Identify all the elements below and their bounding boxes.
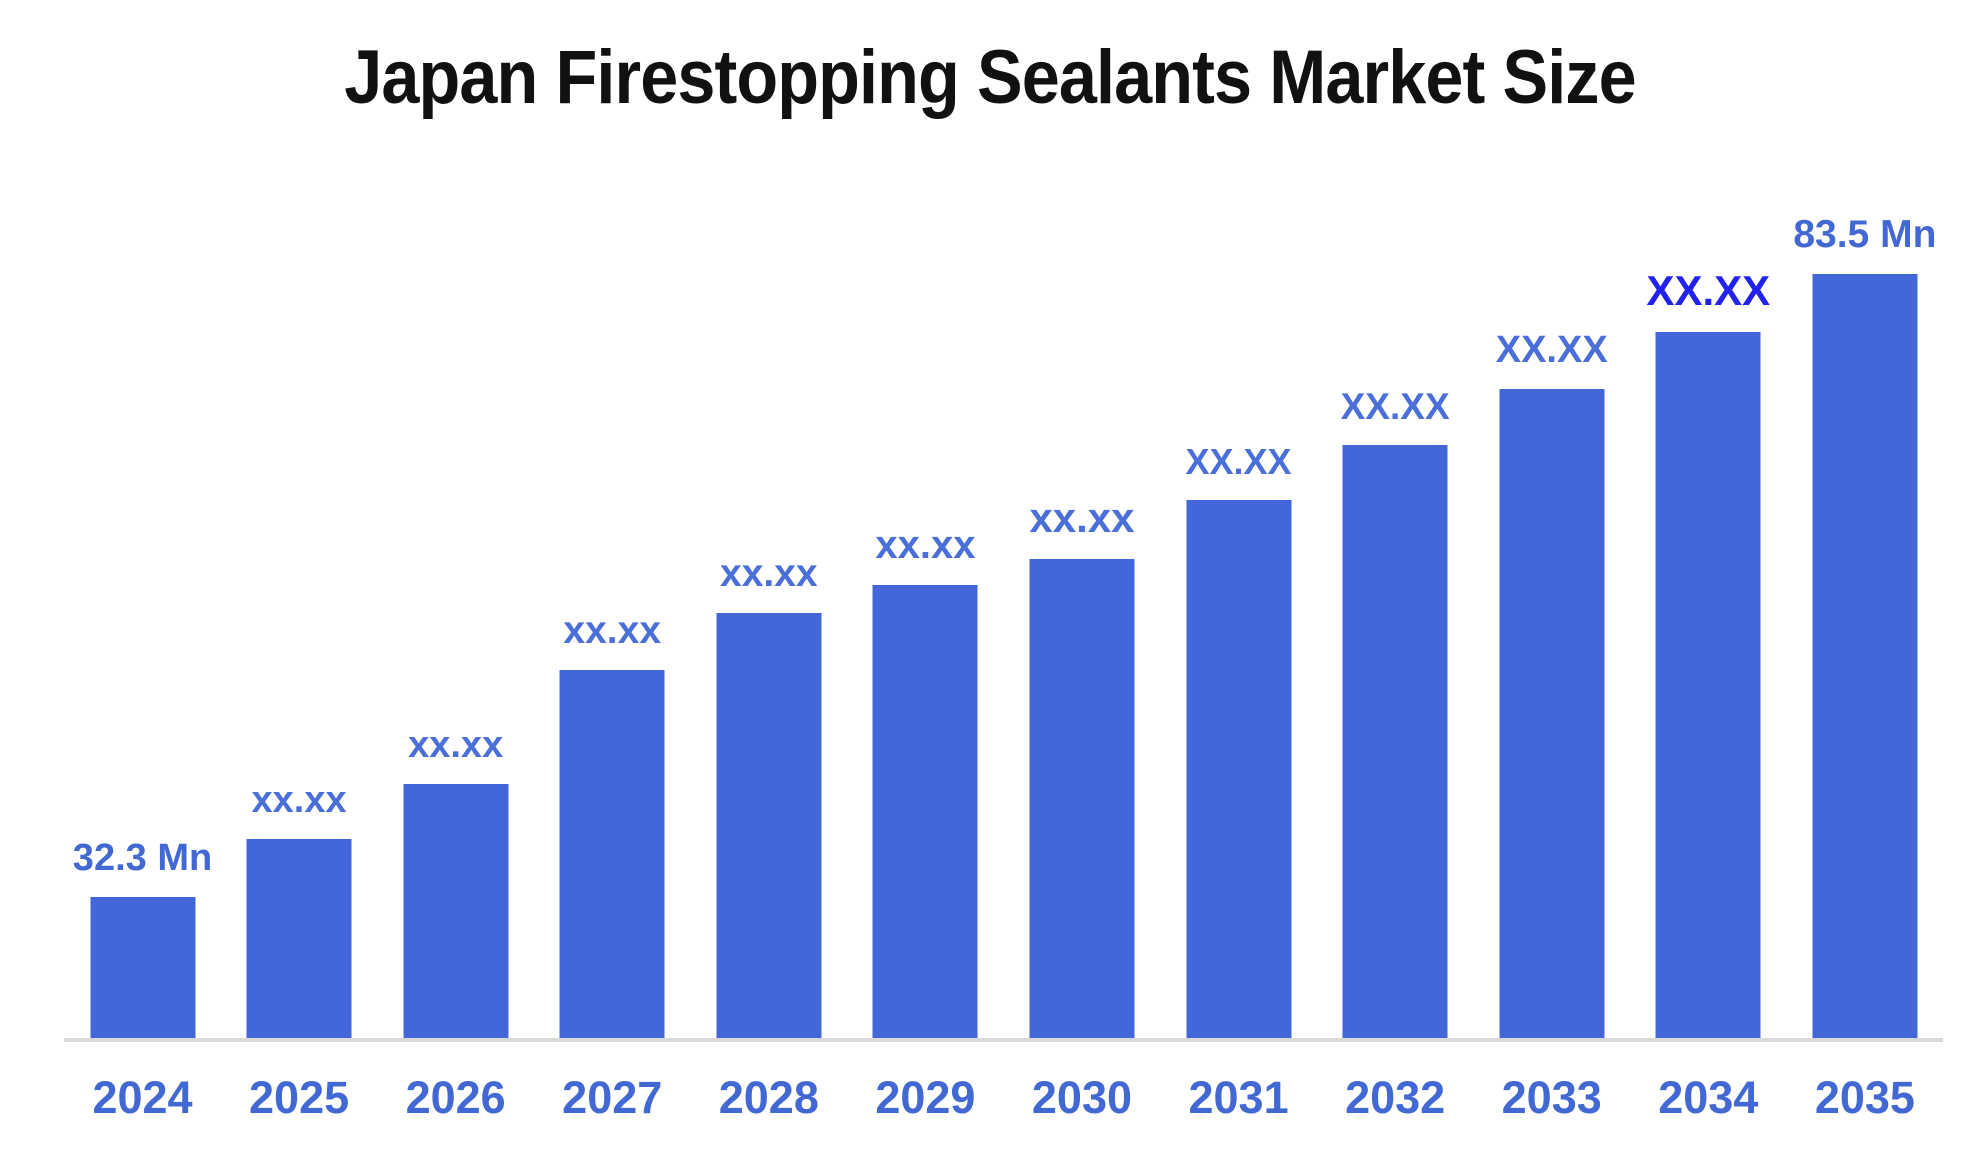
bar-column: xx.xx — [377, 274, 534, 1038]
x-axis-labels: 2024 2025 2026 2027 2028 2029 2030 2031 2032 2033… — [64, 1072, 1943, 1132]
bar-column: XX.XX — [1160, 274, 1317, 1038]
bar-value-label: xx.xx — [408, 724, 504, 766]
x-tick-label: 2024 — [92, 1072, 193, 1123]
bar — [716, 613, 822, 1038]
bar-column: xx.xx — [1003, 274, 1160, 1038]
bar-value-label: XX.XX — [1185, 441, 1292, 482]
bar-column: xx.xx — [221, 274, 378, 1038]
bar — [246, 839, 352, 1038]
x-tick-label: 2033 — [1501, 1072, 1602, 1123]
plot-area: 32.3 Mn xx.xx xx.xx xx.xx xx.xx xx.xx xx… — [64, 215, 1943, 1038]
bar-column: xx.xx — [690, 274, 847, 1038]
bar-value-label: 32.3 Mn — [72, 837, 213, 879]
bar-value-label: XX.XX — [1495, 329, 1608, 371]
bar-column: XX.XX — [1630, 270, 1787, 1038]
bar — [1186, 500, 1292, 1038]
bar — [403, 784, 509, 1038]
bar-value-label: XX.XX — [1646, 267, 1771, 314]
bar-value-label: xx.xx — [720, 552, 818, 595]
bar-value-label: xx.xx — [1029, 494, 1135, 541]
x-tick-label: 2028 — [718, 1072, 819, 1123]
x-tick-label: 2025 — [249, 1072, 350, 1123]
x-tick-label: 2035 — [1814, 1072, 1915, 1123]
bar-value-label: XX.XX — [1340, 386, 1450, 427]
x-tick-label: 2030 — [1031, 1072, 1133, 1123]
chart-title: Japan Firestopping Sealants Market Size — [344, 35, 1636, 120]
bar-column: 83.5 Mn — [1786, 215, 1943, 1038]
bar — [1029, 559, 1135, 1038]
bar — [1812, 274, 1918, 1038]
bar-value-label: xx.xx — [563, 609, 662, 652]
bar-column: 32.3 Mn — [64, 274, 221, 1038]
x-tick-label: 2027 — [562, 1072, 663, 1123]
x-tick-label: 2032 — [1345, 1072, 1446, 1123]
bar-value-label: xx.xx — [251, 779, 347, 821]
x-tick-label: 2026 — [405, 1072, 506, 1123]
x-tick-label: 2031 — [1188, 1072, 1289, 1123]
bar-column: xx.xx — [534, 274, 691, 1038]
bar — [559, 670, 665, 1038]
bar — [1655, 332, 1761, 1038]
bar — [872, 585, 978, 1038]
bar-column: xx.xx — [847, 274, 1004, 1038]
bar — [90, 897, 195, 1038]
bar-value-label: 83.5 Mn — [1793, 213, 1937, 256]
x-tick-label: 2029 — [875, 1072, 976, 1123]
bar-column: XX.XX — [1473, 274, 1630, 1038]
bar — [1342, 445, 1448, 1038]
bar-column: XX.XX — [1317, 274, 1474, 1038]
x-tick-label: 2034 — [1658, 1072, 1759, 1123]
bar — [1499, 389, 1605, 1038]
bar-value-label: xx.xx — [875, 523, 976, 567]
x-axis-line — [64, 1038, 1943, 1042]
